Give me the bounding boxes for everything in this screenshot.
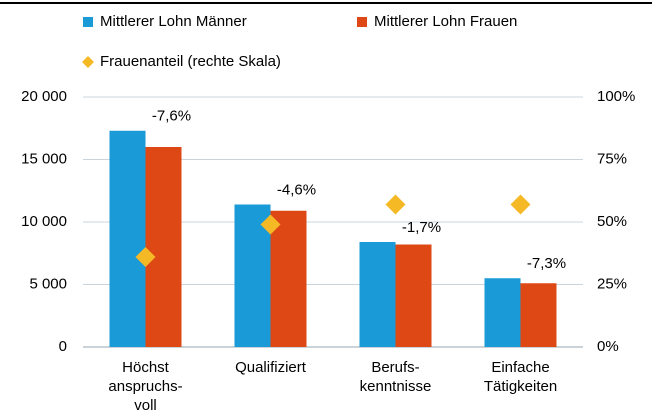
bar bbox=[484, 278, 521, 347]
legend-label: Mittlerer Lohn Frauen bbox=[374, 13, 517, 30]
difference-label: -7,6% bbox=[152, 108, 191, 125]
bar bbox=[359, 242, 396, 347]
legend-label: Frauenanteil (rechte Skala) bbox=[100, 53, 281, 70]
y-tick-label: 15 000 bbox=[21, 150, 67, 167]
legend-label: Mittlerer Lohn Männer bbox=[100, 13, 247, 30]
y2-tick-label: 0% bbox=[597, 338, 619, 355]
bar bbox=[395, 244, 432, 347]
y2-tick-label: 75% bbox=[597, 150, 627, 167]
bar bbox=[109, 130, 146, 347]
legend-swatch bbox=[83, 17, 93, 27]
y-tick-label: 10 000 bbox=[21, 213, 67, 230]
y2-tick-label: 25% bbox=[597, 275, 627, 292]
y2-tick-label: 100% bbox=[597, 88, 635, 105]
y-tick-label: 20 000 bbox=[21, 88, 67, 105]
y2-tick-label: 50% bbox=[597, 213, 627, 230]
difference-label: -1,7% bbox=[402, 219, 441, 236]
diamond-marker bbox=[510, 194, 531, 215]
bar bbox=[270, 210, 307, 347]
diamond-marker bbox=[385, 194, 406, 215]
legend-swatch bbox=[357, 17, 367, 27]
bar bbox=[145, 147, 182, 347]
x-tick-label: Qualifiziert bbox=[235, 359, 307, 376]
difference-label: -4,6% bbox=[277, 181, 316, 198]
diamond-marker bbox=[135, 247, 156, 267]
diamond-marker bbox=[260, 214, 281, 235]
difference-label: -7,3% bbox=[527, 255, 566, 272]
x-tick-label: Berufs-kenntnisse bbox=[360, 359, 432, 395]
x-tick-label: Einfache Tätigkeiten bbox=[484, 359, 557, 395]
y-tick-label: 0 bbox=[59, 338, 67, 355]
y-tick-label: 5 000 bbox=[29, 275, 67, 292]
bar bbox=[520, 283, 557, 347]
legend-swatch bbox=[82, 56, 94, 68]
x-tick-label: Höchst anspruchs-voll bbox=[108, 359, 182, 414]
